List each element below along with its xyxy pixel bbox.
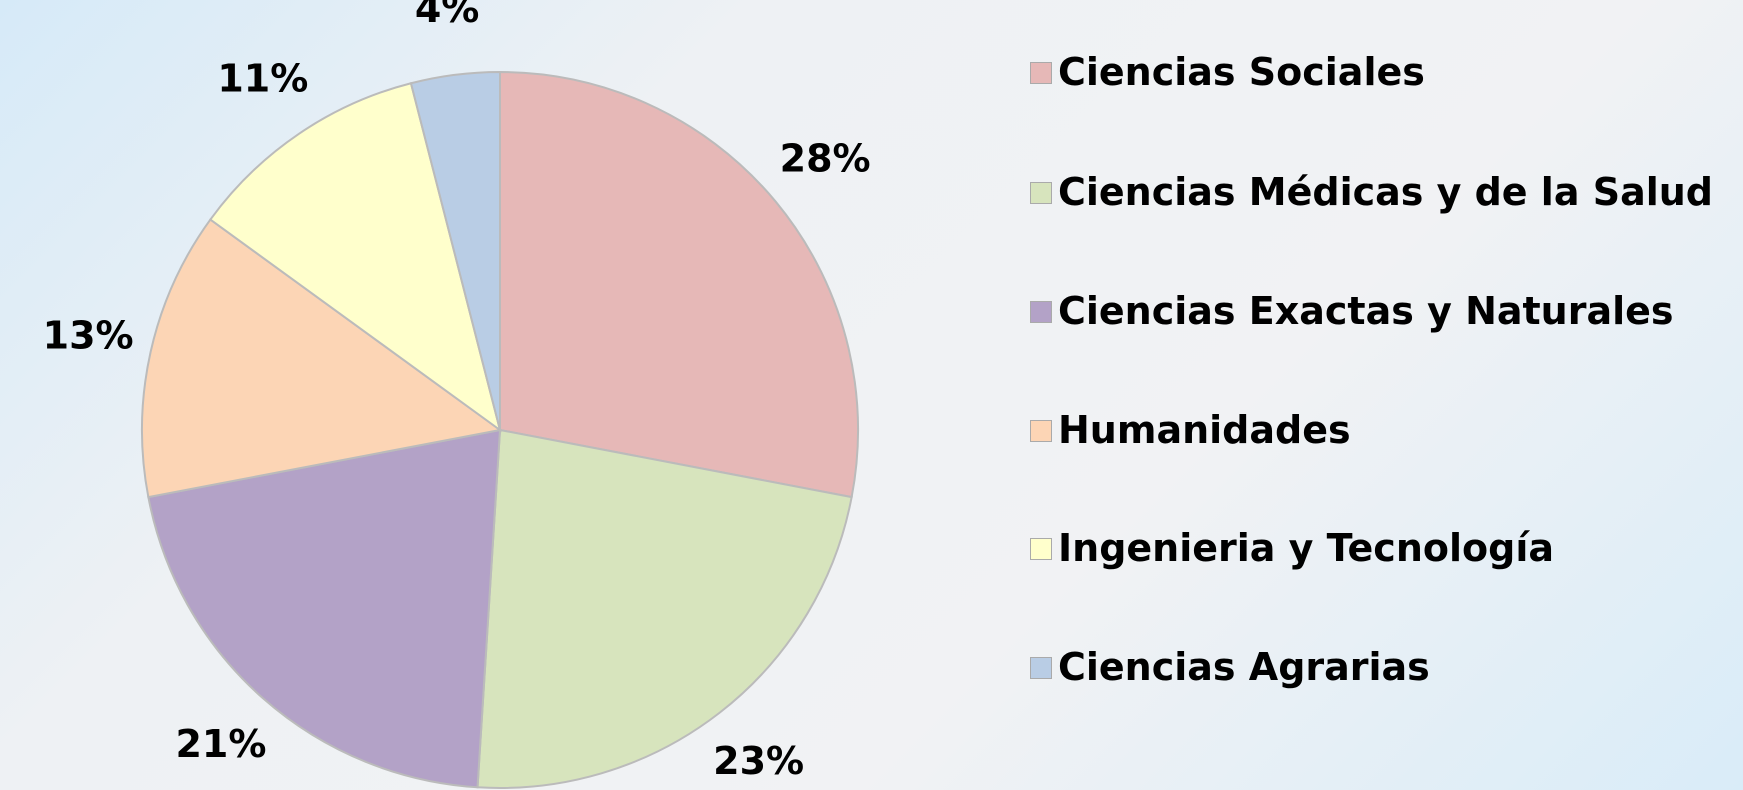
legend-swatch (1030, 538, 1052, 560)
legend-swatch (1030, 420, 1052, 442)
slice (499, 70, 859, 499)
legend-label: Ciencias Médicas y de la Salud (1058, 170, 1713, 214)
legend-item: Ciencias Sociales (1030, 48, 1740, 96)
legend-label: Ingenieria y Tecnología (1058, 526, 1554, 570)
data-label: 28% (780, 137, 871, 181)
legend-item: Ciencias Médicas y de la Salud (1030, 168, 1740, 216)
legend-swatch (1030, 301, 1052, 323)
legend-item: Ingenieria y Tecnología (1030, 524, 1740, 572)
slice (147, 428, 502, 789)
legend-label: Humanidades (1058, 408, 1351, 452)
legend-label: Ciencias Sociales (1058, 50, 1425, 94)
legend-label: Ciencias Agrarias (1058, 645, 1430, 689)
slice (141, 218, 503, 499)
legend-swatch (1030, 182, 1052, 204)
slice (476, 428, 853, 789)
legend-item: Ciencias Agrarias (1030, 643, 1740, 691)
legend-swatch (1030, 657, 1052, 679)
pie: 28% 23% 21% 13% 11% 4% (43, 0, 871, 789)
legend-swatch (1030, 62, 1052, 84)
legend-label: Ciencias Exactas y Naturales (1058, 289, 1674, 333)
data-label: 4% (415, 0, 480, 31)
data-label: 23% (713, 739, 804, 783)
data-label: 13% (43, 313, 134, 357)
legend-item: Ciencias Exactas y Naturales (1030, 287, 1740, 335)
data-label: 11% (217, 56, 308, 100)
slice (409, 70, 501, 431)
data-label: 21% (175, 722, 266, 766)
legend-item: Humanidades (1030, 406, 1740, 454)
slice (208, 82, 502, 433)
